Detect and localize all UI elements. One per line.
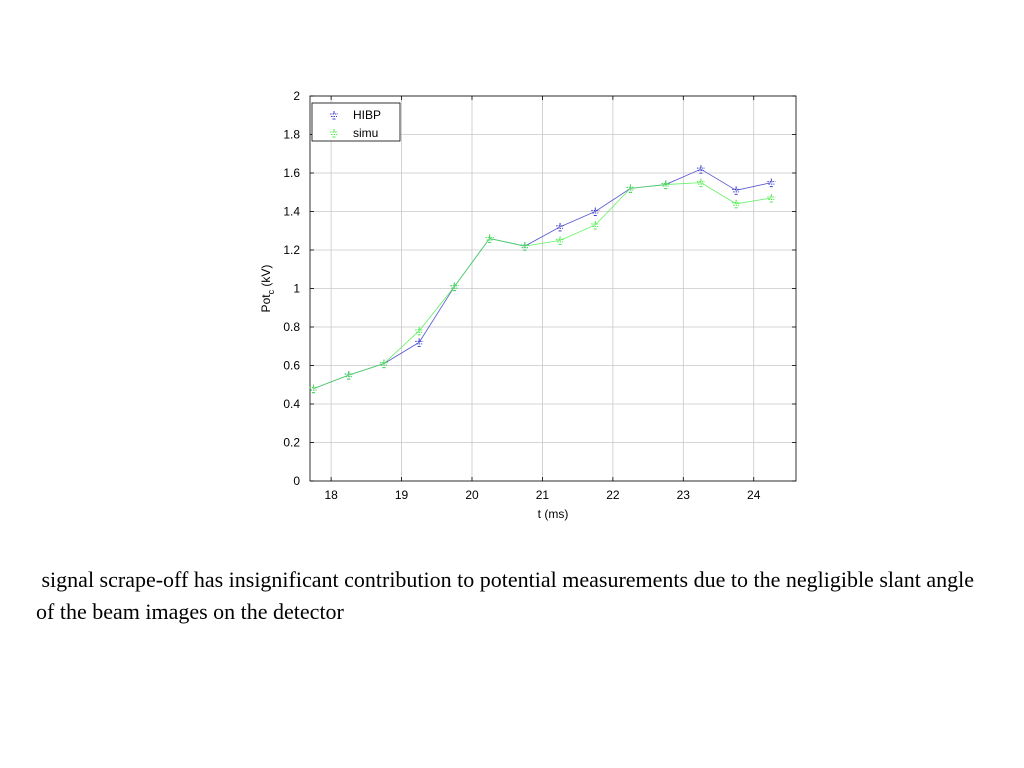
- y-tick-label: 1.6: [283, 166, 300, 180]
- data-point: [767, 178, 776, 188]
- legend-marker: [330, 129, 338, 138]
- data-point: [309, 384, 318, 394]
- y-tick-label: 1: [293, 282, 300, 296]
- legend-label: HIBP: [353, 108, 381, 122]
- x-tick-label: 24: [747, 488, 761, 502]
- data-point: [556, 222, 565, 232]
- data-point: [732, 199, 741, 209]
- x-axis-label: t (ms): [538, 507, 569, 521]
- y-axis-label-tail: (kV): [259, 265, 273, 290]
- legend-box: [311, 102, 401, 142]
- data-point: [696, 165, 705, 174]
- x-tick-label: 19: [395, 488, 409, 502]
- y-tick-label: 1.8: [283, 128, 300, 142]
- data-point: [556, 236, 565, 245]
- data-point: [344, 371, 353, 380]
- data-point: [732, 186, 741, 195]
- data-point: [661, 180, 670, 190]
- y-tick-label: 1.4: [283, 205, 300, 219]
- x-tick-label: 20: [465, 488, 479, 502]
- grid: [310, 95, 796, 482]
- data-point: [696, 178, 705, 188]
- legend-label: simu: [353, 126, 378, 140]
- data-point: [450, 282, 459, 292]
- y-tick-label: 0.2: [283, 436, 300, 450]
- series-line: [313, 168, 772, 389]
- legend: HIBP simu: [311, 102, 401, 142]
- y-axis-label-subscript: c: [266, 289, 276, 294]
- x-tick-label: 23: [677, 488, 691, 502]
- y-tick-label: 0.4: [283, 397, 300, 411]
- data-point: [415, 326, 424, 336]
- y-tick-label: 0.6: [283, 359, 300, 373]
- data-point: [767, 194, 776, 203]
- y-axis-label: Potc (kV): [259, 265, 276, 313]
- y-tick-label: 1.2: [283, 243, 300, 257]
- data-point: [415, 338, 424, 347]
- data-point: [591, 220, 600, 230]
- caption-text: signal scrape-off has insignificant cont…: [36, 567, 980, 624]
- series-line: [313, 182, 772, 389]
- x-tick-label: 18: [324, 488, 338, 502]
- series-simu: [309, 178, 776, 394]
- data-point: [591, 207, 600, 216]
- axis-ticks: 18 19 20 21 22 23 24 0 0.2 0.4 0.6 0.8 1 1.2 1.4 1.6 1.8…: [283, 89, 796, 502]
- x-tick-label: 22: [606, 488, 620, 502]
- series-layer: [309, 165, 776, 394]
- y-axis-label-main: Pot: [259, 294, 273, 313]
- chart: 18 19 20 21 22 23 24 0 0.2 0.4 0.6 0.8 1 1.2 1.4 1.6 1.8…: [259, 89, 797, 521]
- legend-marker: [330, 111, 338, 120]
- data-point: [626, 184, 635, 193]
- y-tick-label: 0: [293, 474, 300, 488]
- data-point: [520, 242, 529, 251]
- data-point: [379, 359, 388, 369]
- y-tick-label: 2: [293, 89, 300, 103]
- y-tick-label: 0.8: [283, 320, 300, 334]
- data-point: [485, 234, 494, 243]
- x-tick-label: 21: [536, 488, 550, 502]
